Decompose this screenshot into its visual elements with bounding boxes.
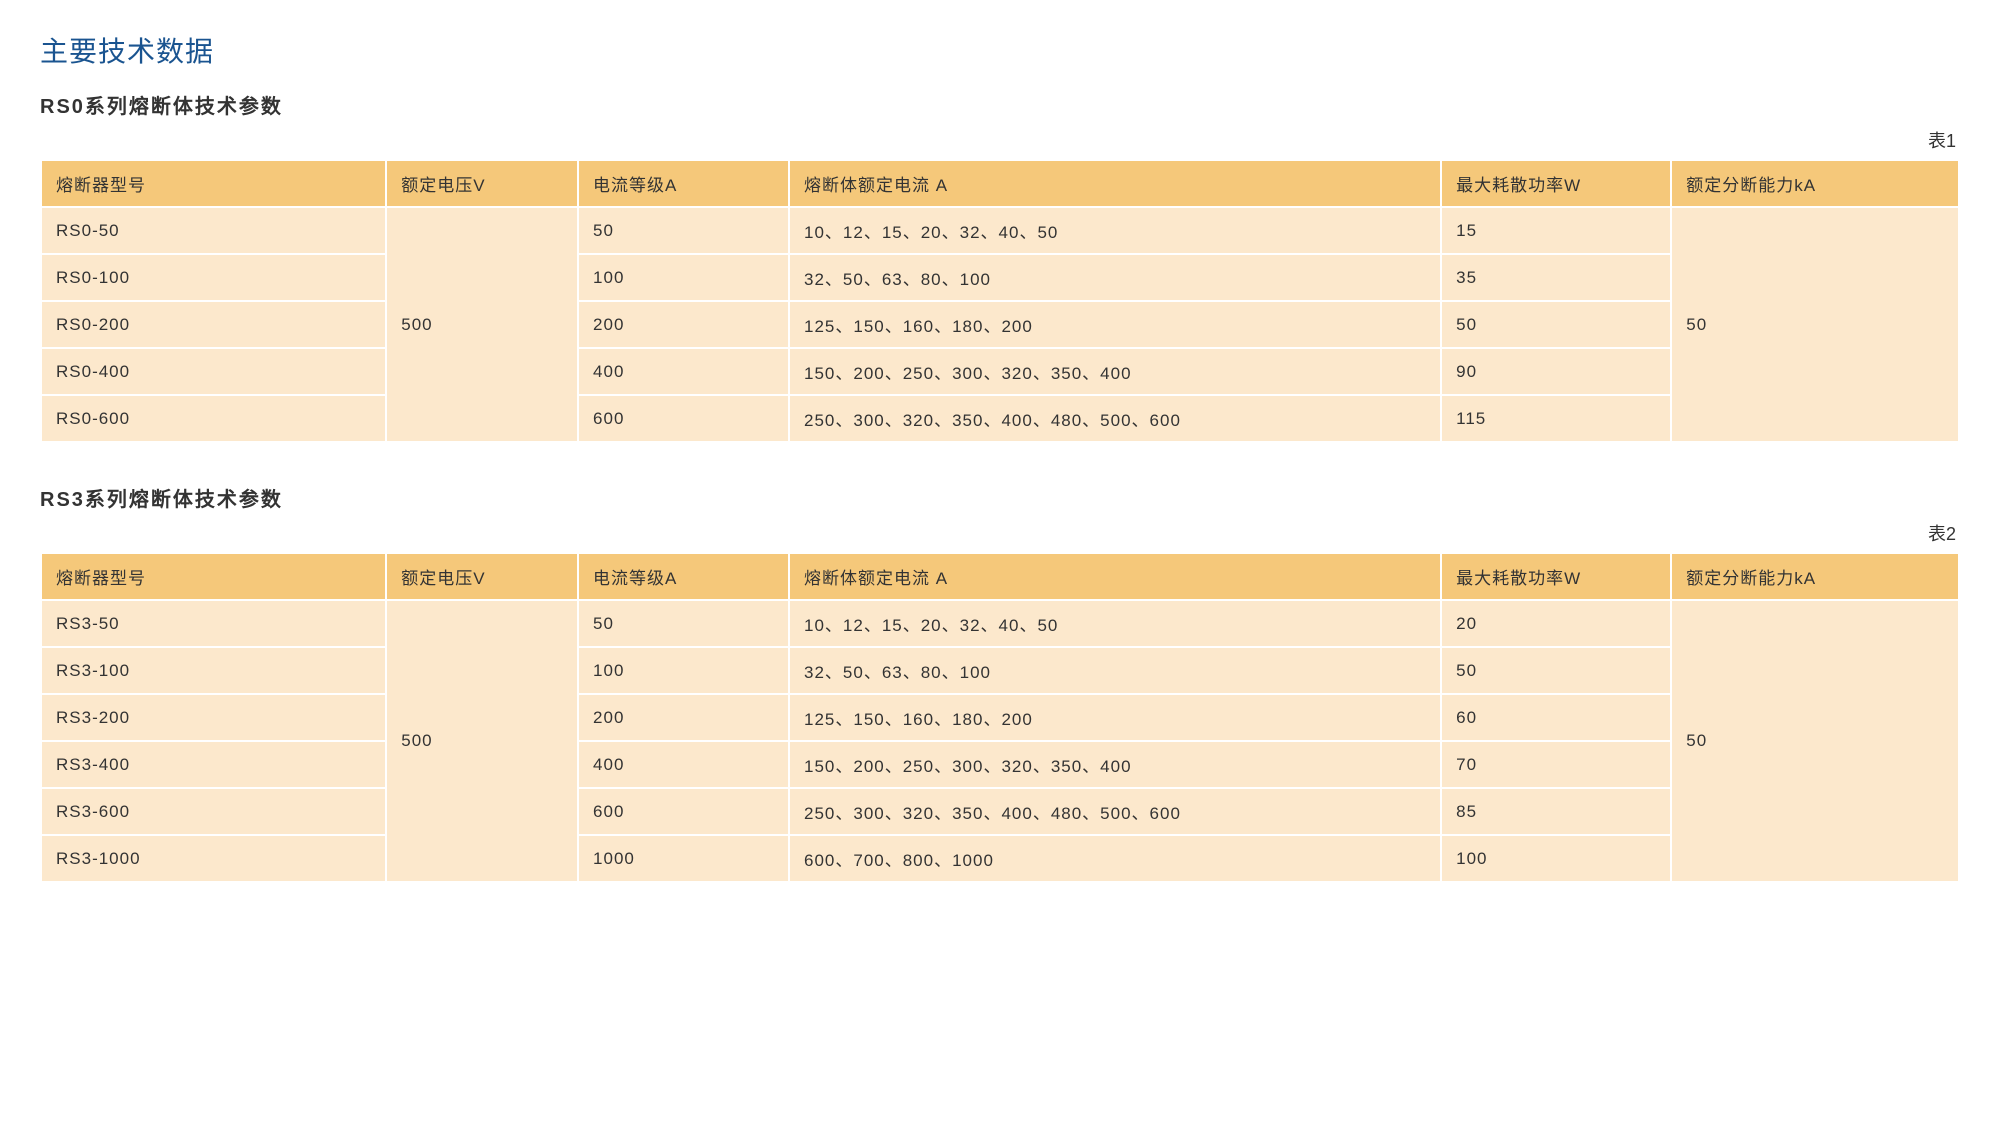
cell-rated: 150、200、250、300、320、350、400 [789, 741, 1441, 788]
cell-model: RS0-400 [41, 348, 386, 395]
cell-grade: 200 [578, 301, 789, 348]
section-title-table1: RS0系列熔断体技术参数 [40, 90, 1960, 119]
table1-col-grade: 电流等级A [578, 160, 789, 207]
cell-model: RS0-100 [41, 254, 386, 301]
table2-col-grade: 电流等级A [578, 553, 789, 600]
cell-model: RS3-1000 [41, 835, 386, 882]
cell-rated: 250、300、320、350、400、480、500、600 [789, 395, 1441, 442]
cell-grade: 600 [578, 395, 789, 442]
cell-power: 85 [1441, 788, 1671, 835]
cell-power: 20 [1441, 600, 1671, 647]
cell-rated: 10、12、15、20、32、40、50 [789, 207, 1441, 254]
cell-rated: 600、700、800、1000 [789, 835, 1441, 882]
cell-model: RS3-200 [41, 694, 386, 741]
cell-power: 50 [1441, 301, 1671, 348]
cell-break-merged: 50 [1671, 600, 1959, 882]
table1-col-rated: 熔断体额定电流 A [789, 160, 1441, 207]
cell-model: RS3-100 [41, 647, 386, 694]
table1-body: RS0-505005010、12、15、20、32、40、501550RS0-1… [41, 207, 1959, 442]
table2-body: RS3-505005010、12、15、20、32、40、502050RS3-1… [41, 600, 1959, 882]
cell-voltage-merged: 500 [386, 207, 578, 442]
cell-grade: 400 [578, 741, 789, 788]
cell-model: RS0-200 [41, 301, 386, 348]
table1-col-voltage: 额定电压V [386, 160, 578, 207]
cell-power: 70 [1441, 741, 1671, 788]
table2-header-row: 熔断器型号 额定电压V 电流等级A 熔断体额定电流 A 最大耗散功率W 额定分断… [41, 553, 1959, 600]
table2-col-voltage: 额定电压V [386, 553, 578, 600]
cell-grade: 50 [578, 600, 789, 647]
cell-model: RS0-600 [41, 395, 386, 442]
table2-col-power: 最大耗散功率W [1441, 553, 1671, 600]
table1-col-break: 额定分断能力kA [1671, 160, 1959, 207]
cell-power: 100 [1441, 835, 1671, 882]
cell-power: 35 [1441, 254, 1671, 301]
cell-model: RS0-50 [41, 207, 386, 254]
cell-rated: 32、50、63、80、100 [789, 254, 1441, 301]
cell-power: 60 [1441, 694, 1671, 741]
table2-col-break: 额定分断能力kA [1671, 553, 1959, 600]
cell-model: RS3-400 [41, 741, 386, 788]
cell-rated: 125、150、160、180、200 [789, 301, 1441, 348]
cell-model: RS3-600 [41, 788, 386, 835]
cell-power: 15 [1441, 207, 1671, 254]
table1-header-row: 熔断器型号 额定电压V 电流等级A 熔断体额定电流 A 最大耗散功率W 额定分断… [41, 160, 1959, 207]
cell-grade: 50 [578, 207, 789, 254]
cell-grade: 200 [578, 694, 789, 741]
table2-col-rated: 熔断体额定电流 A [789, 553, 1441, 600]
cell-model: RS3-50 [41, 600, 386, 647]
cell-power: 115 [1441, 395, 1671, 442]
table-row: RS0-505005010、12、15、20、32、40、501550 [41, 207, 1959, 254]
cell-grade: 100 [578, 254, 789, 301]
table-row: RS3-505005010、12、15、20、32、40、502050 [41, 600, 1959, 647]
table1-label: 表1 [40, 127, 1960, 153]
cell-power: 90 [1441, 348, 1671, 395]
table1: 熔断器型号 额定电压V 电流等级A 熔断体额定电流 A 最大耗散功率W 额定分断… [40, 159, 1960, 443]
cell-power: 50 [1441, 647, 1671, 694]
cell-rated: 125、150、160、180、200 [789, 694, 1441, 741]
cell-rated: 10、12、15、20、32、40、50 [789, 600, 1441, 647]
cell-grade: 600 [578, 788, 789, 835]
cell-break-merged: 50 [1671, 207, 1959, 442]
cell-grade: 400 [578, 348, 789, 395]
table2-col-model: 熔断器型号 [41, 553, 386, 600]
table1-col-model: 熔断器型号 [41, 160, 386, 207]
cell-grade: 1000 [578, 835, 789, 882]
table2-label: 表2 [40, 520, 1960, 546]
cell-rated: 250、300、320、350、400、480、500、600 [789, 788, 1441, 835]
section-title-table2: RS3系列熔断体技术参数 [40, 483, 1960, 512]
cell-rated: 32、50、63、80、100 [789, 647, 1441, 694]
table2: 熔断器型号 额定电压V 电流等级A 熔断体额定电流 A 最大耗散功率W 额定分断… [40, 552, 1960, 883]
page-title: 主要技术数据 [40, 30, 1960, 70]
table1-col-power: 最大耗散功率W [1441, 160, 1671, 207]
cell-grade: 100 [578, 647, 789, 694]
cell-voltage-merged: 500 [386, 600, 578, 882]
cell-rated: 150、200、250、300、320、350、400 [789, 348, 1441, 395]
